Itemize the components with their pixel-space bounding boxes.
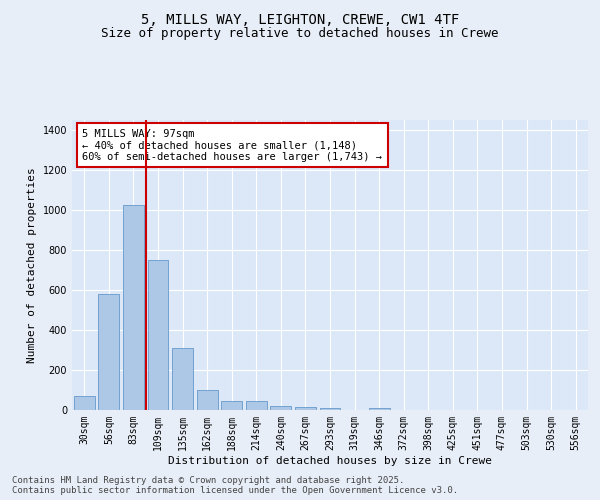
Text: 5, MILLS WAY, LEIGHTON, CREWE, CW1 4TF: 5, MILLS WAY, LEIGHTON, CREWE, CW1 4TF: [141, 12, 459, 26]
Bar: [320, 408, 340, 410]
Text: Contains HM Land Registry data © Crown copyright and database right 2025.
Contai: Contains HM Land Registry data © Crown c…: [12, 476, 458, 495]
Bar: [172, 348, 193, 410]
Bar: [271, 406, 292, 410]
Bar: [368, 408, 389, 410]
Y-axis label: Number of detached properties: Number of detached properties: [27, 167, 37, 363]
Bar: [123, 205, 144, 410]
Bar: [148, 260, 169, 410]
Bar: [98, 294, 119, 410]
Bar: [246, 401, 267, 410]
X-axis label: Distribution of detached houses by size in Crewe: Distribution of detached houses by size …: [168, 456, 492, 466]
Bar: [197, 390, 218, 410]
Text: Size of property relative to detached houses in Crewe: Size of property relative to detached ho…: [101, 28, 499, 40]
Bar: [74, 396, 95, 410]
Text: 5 MILLS WAY: 97sqm
← 40% of detached houses are smaller (1,148)
60% of semi-deta: 5 MILLS WAY: 97sqm ← 40% of detached hou…: [82, 128, 382, 162]
Bar: [221, 401, 242, 410]
Bar: [295, 407, 316, 410]
